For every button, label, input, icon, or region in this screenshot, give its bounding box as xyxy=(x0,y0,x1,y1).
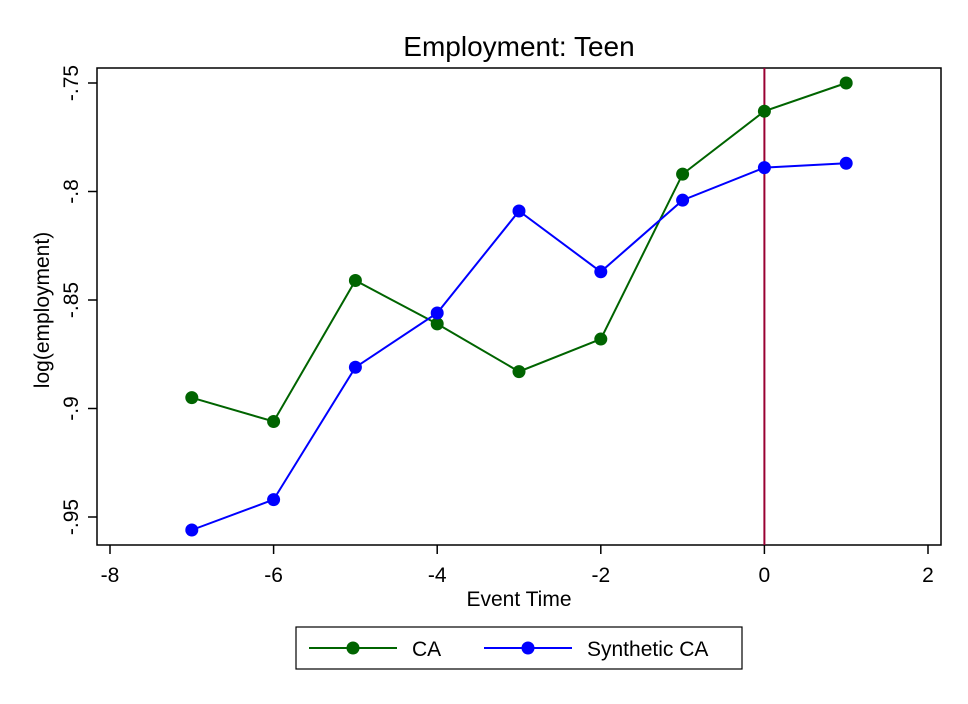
plot-area-frame xyxy=(96,67,942,546)
data-point-ca xyxy=(267,415,281,429)
x-tick-label: 0 xyxy=(759,564,771,587)
data-point-synthetic-ca xyxy=(348,360,362,374)
legend: CA Synthetic CA xyxy=(295,626,743,670)
x-axis-label: Event Time xyxy=(466,588,571,611)
y-axis-label: log(employment) xyxy=(31,232,54,388)
y-tick-label: -.9 xyxy=(60,396,83,421)
data-point-ca xyxy=(348,273,362,287)
series-line-synthetic-ca xyxy=(191,162,847,531)
data-point-synthetic-ca xyxy=(594,265,608,279)
y-tick-label: -.8 xyxy=(60,179,83,204)
data-point-synthetic-ca xyxy=(512,204,526,218)
data-point-ca xyxy=(594,332,608,346)
chart-title: Employment: Teen xyxy=(403,31,634,62)
legend-marker-ca xyxy=(346,641,360,655)
x-tick-label: -8 xyxy=(101,564,120,587)
data-point-synthetic-ca xyxy=(185,523,199,537)
data-point-ca xyxy=(676,167,690,181)
data-point-ca xyxy=(185,391,199,405)
legend-label-ca: CA xyxy=(412,638,441,661)
x-tick-label: -2 xyxy=(591,564,610,587)
data-point-synthetic-ca xyxy=(839,156,853,170)
data-point-synthetic-ca xyxy=(676,193,690,207)
x-axis: -8 -6 -4 -2 0 2 xyxy=(101,545,934,587)
x-tick-label: -6 xyxy=(264,564,283,587)
data-point-synthetic-ca xyxy=(757,161,771,175)
data-point-synthetic-ca xyxy=(430,306,444,320)
y-tick-label: -.95 xyxy=(60,499,83,535)
data-point-ca xyxy=(757,104,771,118)
series-layer xyxy=(185,76,853,537)
x-tick-label: 2 xyxy=(922,564,934,587)
data-point-ca xyxy=(512,365,526,379)
y-axis: -.75 -.8 -.85 -.9 -.95 xyxy=(60,65,97,535)
data-point-ca xyxy=(430,317,444,331)
legend-label-synthetic-ca: Synthetic CA xyxy=(587,638,708,661)
data-point-ca xyxy=(839,76,853,90)
data-point-synthetic-ca xyxy=(267,493,281,507)
legend-marker-synthetic-ca xyxy=(521,641,535,655)
x-tick-label: -4 xyxy=(428,564,447,587)
y-tick-label: -.85 xyxy=(60,282,83,318)
y-tick-label: -.75 xyxy=(60,65,83,101)
